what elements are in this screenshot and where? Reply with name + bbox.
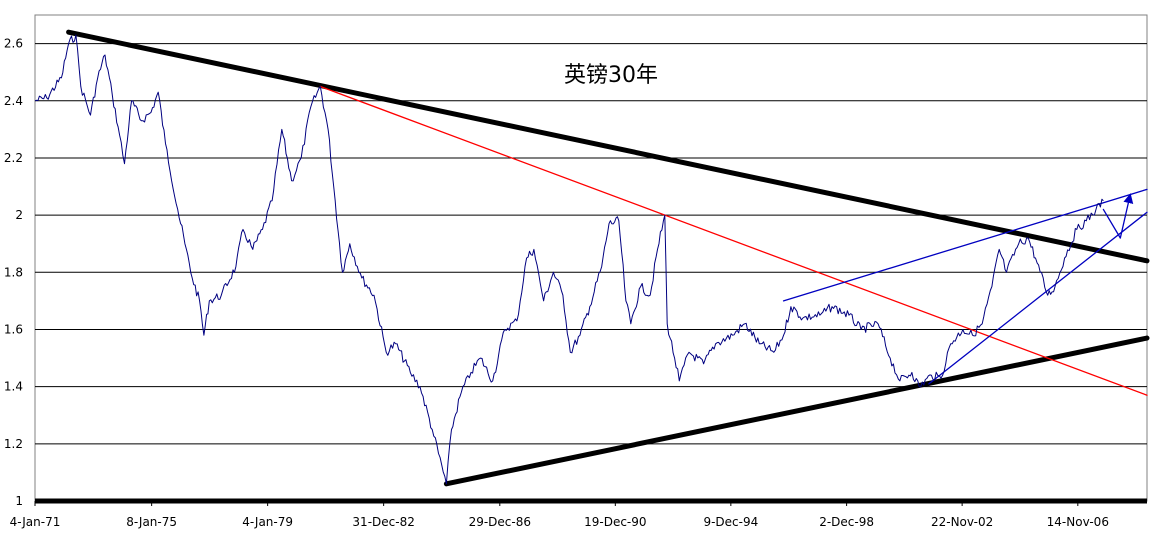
x-tick-label: 9-Dec-94 [703, 515, 758, 529]
trendline [782, 188, 1148, 302]
series-layer [34, 34, 1104, 485]
y-tick-label: 1 [15, 494, 23, 508]
y-tick-label: 2.4 [4, 94, 23, 108]
x-tick-label: 2-Dec-98 [819, 515, 874, 529]
gridlines [35, 43, 1147, 445]
trendline [443, 335, 1150, 487]
trendline [1119, 193, 1134, 239]
trendline [66, 29, 1150, 264]
price-series-line [34, 34, 1104, 485]
y-tick-label: 1.4 [4, 380, 23, 394]
y-axis-ticks: 1 1.2 1.4 1.6 1.8 2 2.2 2.4 2.6 [4, 37, 23, 508]
x-tick-label: 19-Dec-90 [584, 515, 646, 529]
y-tick-label: 1.6 [4, 322, 23, 336]
x-tick-label: 8-Jan-75 [126, 515, 177, 529]
y-tick-label: 1.2 [4, 437, 23, 451]
y-tick-label: 1.8 [4, 265, 23, 279]
trendline [928, 211, 1148, 385]
x-tick-label: 31-Dec-82 [352, 515, 414, 529]
x-tick-label: 29-Dec-86 [469, 515, 531, 529]
plot-area [34, 14, 1148, 502]
x-tick-label: 14-Nov-06 [1047, 515, 1109, 529]
x-axis-ticks: 4-Jan-71 8-Jan-75 4-Jan-79 31-Dec-82 29-Dec-… [10, 501, 1109, 529]
y-tick-label: 2.6 [4, 37, 23, 51]
chart-title: 英镑30年 [564, 63, 658, 88]
trendline [319, 85, 1148, 396]
trendline [1102, 208, 1121, 239]
x-tick-label: 22-Nov-02 [931, 515, 993, 529]
x-tick-label: 4-Jan-71 [10, 515, 61, 529]
trendlines [66, 29, 1150, 487]
x-tick-label: 4-Jan-79 [242, 515, 293, 529]
y-tick-label: 2 [15, 208, 23, 222]
y-tick-label: 2.2 [4, 151, 23, 165]
